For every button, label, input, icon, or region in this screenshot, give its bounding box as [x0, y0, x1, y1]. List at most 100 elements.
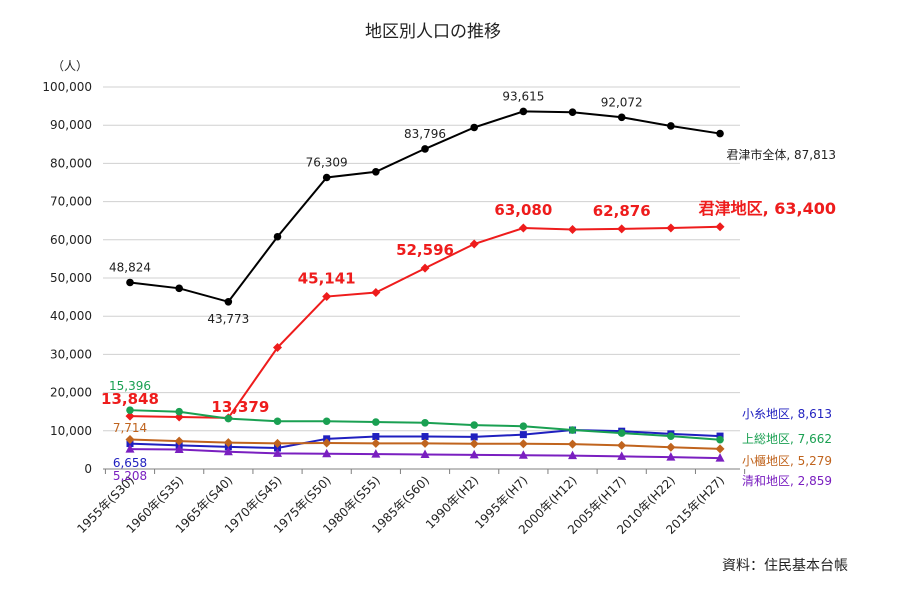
data-point	[518, 439, 528, 449]
data-point	[125, 444, 135, 453]
chart-title: 地区別人口の推移	[365, 22, 501, 42]
series-end-label: 上総地区, 7,662	[742, 432, 832, 446]
series-end-label: 清和地区, 2,859	[742, 474, 832, 488]
data-point	[322, 292, 332, 302]
data-label: 45,141	[298, 270, 356, 288]
data-point	[274, 444, 282, 452]
data-label: 92,072	[601, 95, 643, 109]
series-6	[125, 444, 725, 462]
data-label: 13,848	[101, 390, 159, 408]
data-label: 83,796	[404, 127, 446, 141]
data-point	[371, 288, 381, 298]
y-axis-unit: （人）	[52, 59, 88, 73]
data-point	[667, 122, 675, 130]
data-point	[322, 173, 331, 182]
data-point	[125, 411, 135, 421]
data-point	[420, 449, 430, 458]
data-point	[568, 224, 578, 234]
y-tick-label: 0	[84, 462, 92, 476]
data-label: 52,596	[396, 241, 454, 259]
data-point	[420, 438, 430, 448]
data-point	[617, 224, 627, 234]
y-tick-label: 100,000	[42, 80, 92, 94]
source-note: 資料：住民基本台帳	[722, 557, 848, 574]
data-point	[126, 278, 134, 287]
data-point	[223, 446, 233, 456]
data-point	[568, 426, 577, 434]
data-label: 48,824	[109, 260, 151, 274]
data-point	[322, 417, 331, 426]
y-tick-label: 80,000	[50, 156, 92, 170]
series-end-label: 小糸地区, 8,613	[742, 407, 832, 421]
data-point	[421, 418, 429, 427]
series-4	[126, 406, 724, 444]
data-point	[420, 263, 430, 273]
series-1	[126, 107, 724, 306]
data-point	[273, 448, 283, 457]
data-point	[371, 449, 381, 458]
series-end-label: 小櫃地区, 5,279	[742, 454, 832, 468]
data-label: 43,773	[207, 312, 249, 326]
data-point	[174, 412, 184, 422]
series-5	[125, 435, 725, 454]
data-point	[519, 107, 528, 116]
series-end-label: 君津市全体, 87,813	[726, 147, 836, 162]
data-point	[715, 444, 725, 454]
data-point	[223, 438, 233, 448]
data-point	[421, 145, 429, 153]
data-label: 5,208	[113, 469, 147, 483]
data-label: 13,379	[211, 398, 269, 416]
y-tick-label: 30,000	[50, 347, 92, 361]
data-point	[174, 436, 184, 446]
data-point	[568, 108, 577, 117]
data-point	[174, 444, 184, 454]
data-label: 62,876	[593, 202, 651, 220]
data-point	[715, 453, 725, 462]
y-tick-label: 20,000	[50, 386, 92, 400]
data-label: 15,396	[109, 379, 151, 393]
data-label: 93,615	[502, 89, 544, 103]
data-point	[322, 448, 332, 458]
data-point	[667, 432, 675, 440]
data-point	[518, 223, 528, 233]
data-point	[273, 417, 282, 426]
data-label: 76,309	[306, 155, 348, 169]
y-tick-label: 60,000	[50, 233, 92, 247]
data-point	[421, 433, 429, 441]
data-point	[224, 297, 233, 306]
data-point	[617, 440, 627, 450]
y-tick-label: 10,000	[50, 424, 92, 438]
data-point	[224, 414, 233, 423]
data-labels: 48,824 43,773 76,309 83,796 93,615 92,072 君津市全…	[101, 89, 836, 488]
data-point	[617, 451, 627, 460]
data-point	[371, 438, 381, 448]
data-label: 6,658	[113, 456, 147, 470]
series-group	[125, 107, 725, 462]
y-axis-ticks: 0 10,000 20,000 30,000 40,000 50,000 60,000 70,…	[42, 80, 92, 476]
data-point	[372, 168, 380, 176]
data-point	[716, 129, 724, 138]
data-point	[322, 438, 332, 448]
data-point	[470, 421, 478, 429]
data-point	[175, 284, 183, 293]
data-point	[469, 239, 479, 249]
data-label: 7,714	[113, 421, 147, 435]
data-point	[175, 407, 183, 416]
data-point	[716, 435, 724, 444]
x-axis: 1955年(S30)1960年(S35)1965年(S40)1970年(S45)…	[74, 468, 746, 537]
grid-lines	[103, 86, 740, 432]
data-point	[519, 431, 527, 439]
data-point	[372, 418, 380, 426]
y-tick-label: 40,000	[50, 309, 92, 323]
data-point	[666, 442, 676, 452]
data-point	[568, 450, 578, 460]
data-point	[469, 439, 479, 449]
y-tick-label: 50,000	[50, 271, 92, 285]
data-point	[470, 433, 478, 441]
data-point	[617, 113, 626, 122]
data-point	[666, 452, 676, 461]
data-point	[666, 223, 676, 233]
data-point	[470, 123, 478, 132]
data-point	[519, 422, 528, 431]
